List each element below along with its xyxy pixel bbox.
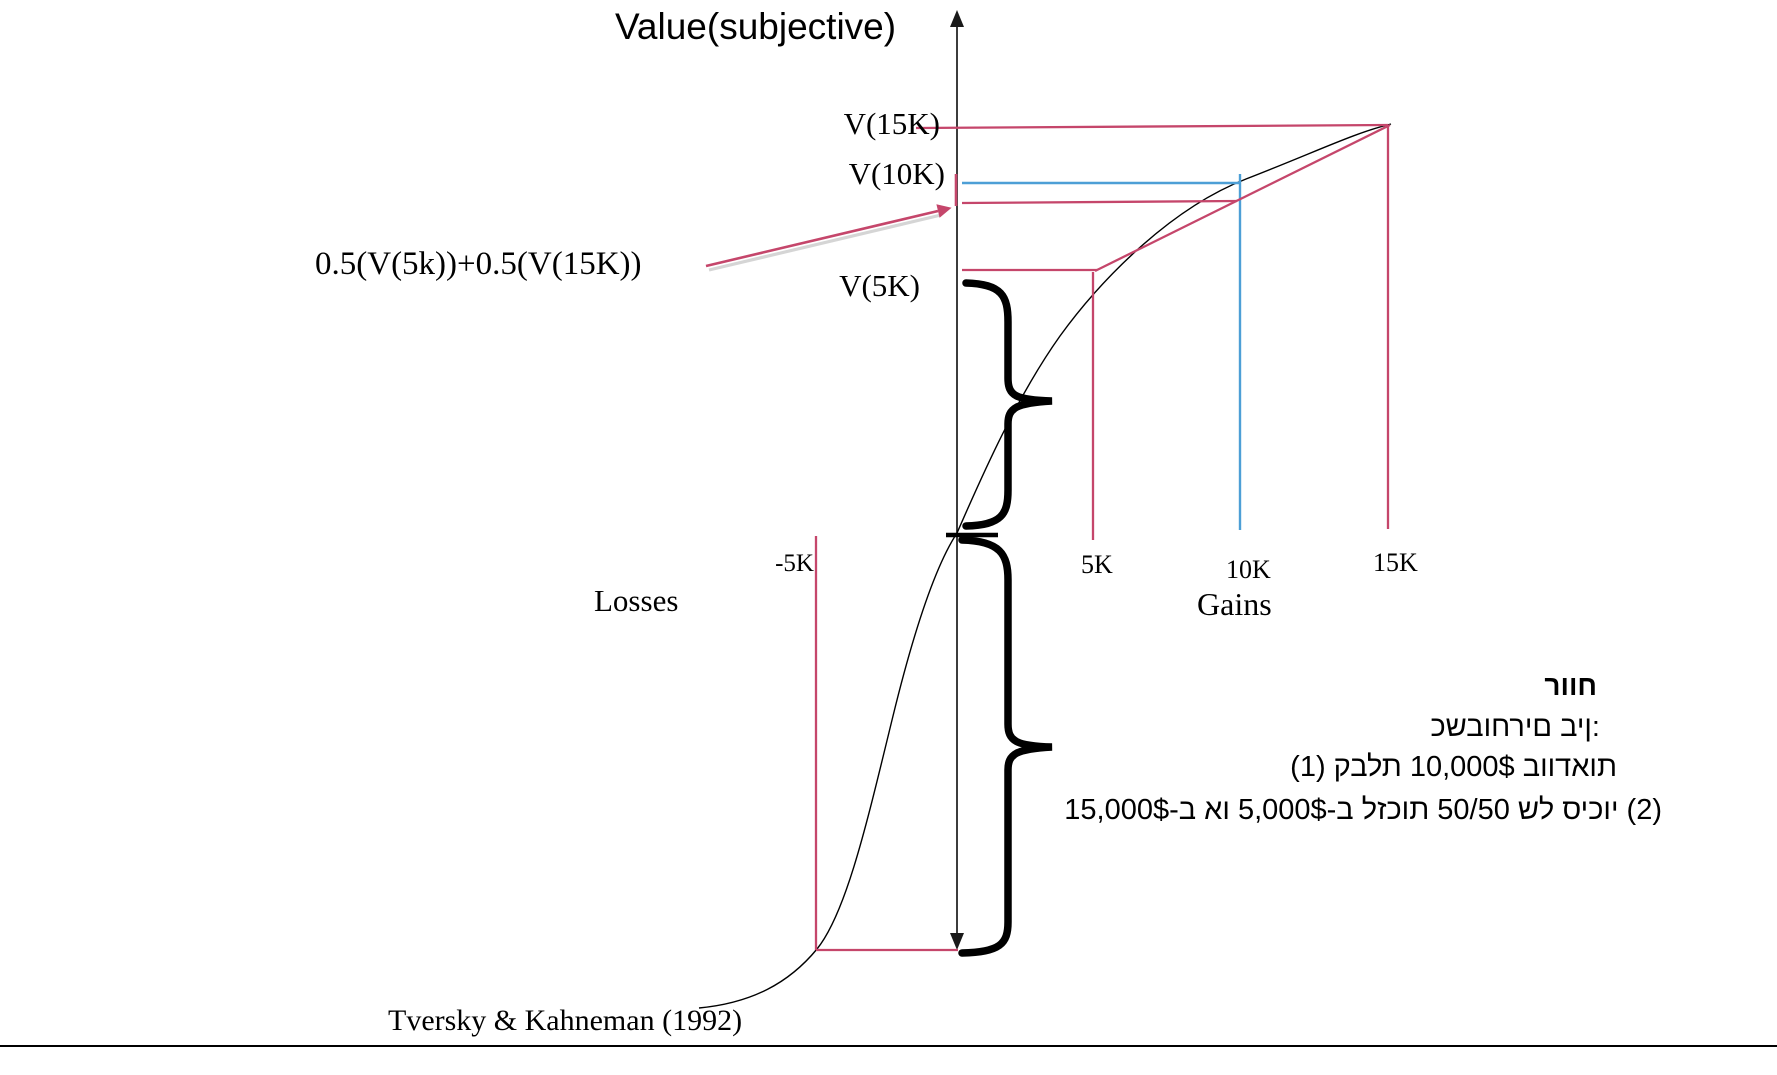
label-expected-value-formula: 0.5(V(5k))+0.5(V(15K))	[315, 246, 642, 282]
hebrew-line-when-choosing: כשבוחרים בין:	[1430, 711, 1600, 743]
hebrew-heading: רווח	[1544, 670, 1597, 701]
y-axis-up-arrowhead-icon	[950, 10, 964, 27]
upper-brace	[962, 279, 1053, 530]
label-v15k: V(15K)	[843, 106, 940, 141]
tick-label-5k: 5K	[1081, 550, 1113, 579]
annotation-arrow-shaft	[705, 209, 939, 268]
label-v10k: V(10K)	[848, 156, 945, 191]
chart-title: Value(subjective)	[615, 6, 897, 47]
label-gains: Gains	[1197, 586, 1272, 622]
expected-value-level-line	[961, 199, 1238, 205]
lower-brace	[958, 536, 1053, 957]
bottom-border-line	[0, 1045, 1777, 1047]
y-axis-down-arrowhead-icon	[950, 933, 964, 950]
citation: Tversky & Kahneman (1992)	[388, 1004, 743, 1037]
hebrew-line-option2: 15,000$-ב או 5,000$-ב לזכות 50/50 של סיכ…	[1064, 794, 1662, 826]
v15k-level-line	[915, 123, 1389, 130]
label-v5k: V(5K)	[839, 268, 920, 303]
tick-label-15k: 15K	[1373, 548, 1418, 577]
tick-label-neg-5k: -5K	[775, 550, 814, 577]
gamble-chord-line	[1094, 123, 1391, 273]
tick-label-10k: 10K	[1226, 555, 1271, 584]
annotation-arrow-shadow	[708, 213, 942, 272]
annotation-arrowhead-icon	[936, 204, 952, 218]
hebrew-line-option1: (1) קבלת 10,000$ בוודאות	[1290, 751, 1617, 783]
label-losses: Losses	[594, 583, 679, 618]
